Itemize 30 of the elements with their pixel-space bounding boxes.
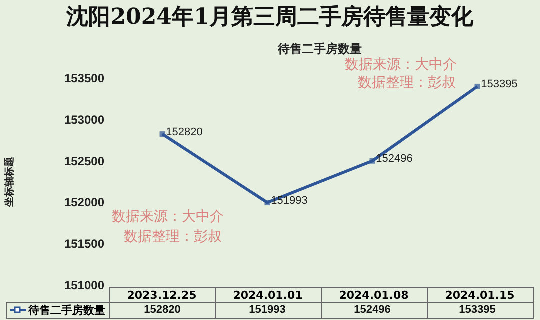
y-tick-label: 152000	[64, 196, 105, 210]
point	[370, 158, 376, 164]
x-tick-label: 2024.01.08	[321, 288, 427, 302]
annotation: 151993	[271, 194, 308, 207]
x-tick-label: 2023.12.25	[109, 288, 215, 302]
data-label: 153395	[459, 304, 496, 316]
y-tick-label: 153000	[64, 112, 105, 127]
annotation: 数据整理：彭叔	[124, 228, 222, 246]
y-tick-label: 152500	[64, 154, 105, 168]
data-label: 152496	[354, 304, 391, 316]
x-tick-label: 2024.01.15	[427, 288, 533, 302]
annotation: 152496	[376, 153, 413, 166]
annotation: 数据整理：彭叔	[358, 74, 456, 92]
annotation: 153395	[481, 78, 518, 91]
data-label: 152820	[144, 304, 181, 316]
annotation: 数据来源：大中介	[112, 208, 224, 226]
chart-subtitle: 待售二手房数量	[277, 42, 362, 56]
y-tick-label: 151500	[64, 237, 105, 252]
annotation: 152820	[166, 126, 203, 138]
point	[160, 132, 166, 138]
data-label: 151993	[249, 304, 286, 316]
y-tick-label: 151000	[64, 278, 105, 292]
y-tick-label: 153500	[64, 72, 105, 86]
legend-label: 待售二手房数量	[6, 302, 109, 318]
x-tick-label: 2024.01.01	[215, 288, 321, 302]
point	[264, 200, 270, 206]
y-axis-title: 坐标轴标题	[3, 157, 16, 208]
source-note: 数据来源：大中介	[345, 56, 457, 74]
chart-title: 沈阳2024年1月第三周二手房待售量变化	[65, 3, 474, 32]
point	[474, 84, 480, 90]
